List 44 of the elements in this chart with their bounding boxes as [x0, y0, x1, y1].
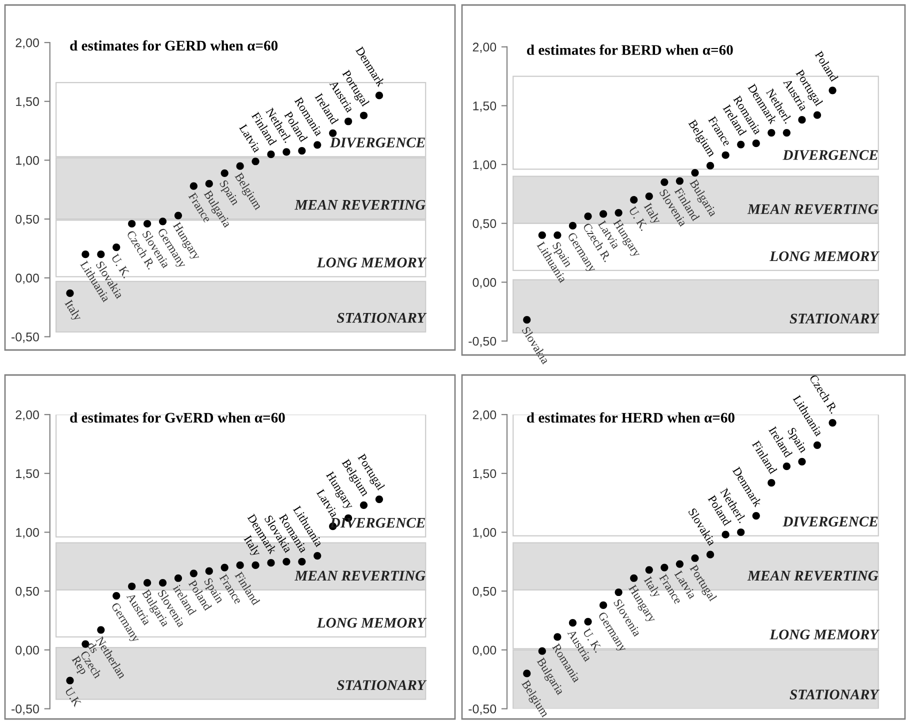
band-label: DIVERGENCE — [782, 150, 878, 160]
y-tick-label: 2,00 — [472, 410, 496, 421]
band-label: STATIONARY — [790, 314, 880, 324]
y-tick-label: -0,50 — [468, 336, 496, 348]
y-tick-label: 0,00 — [16, 274, 39, 284]
y-tick-label: 0,00 — [16, 646, 39, 656]
band-label: MEAN REVERTING — [294, 200, 426, 210]
band-label: DIVERGENCE — [330, 138, 425, 148]
y-tick-label: 2,00 — [472, 42, 496, 53]
y-tick-label: 1,00 — [473, 160, 496, 171]
band-label: MEAN REVERTING — [747, 204, 878, 214]
band-label: DIVERGENCE — [782, 516, 878, 527]
y-tick-label: -0,50 — [12, 704, 39, 715]
category-label: Italy — [64, 299, 80, 323]
band-label: LONG MEMORY — [316, 258, 427, 268]
band-label: STATIONARY — [790, 690, 880, 700]
y-tick-label: -0,50 — [12, 332, 39, 343]
y-tick-label: 0,50 — [472, 586, 496, 598]
band-label: STATIONARY — [336, 312, 427, 323]
y-tick-label: 1,50 — [16, 97, 39, 108]
chart-title: d estimates for HERD when α=60 — [527, 412, 734, 423]
band-label: LONG MEMORY — [770, 251, 880, 262]
y-tick-label: 1,50 — [16, 469, 39, 480]
y-tick-label: 1,50 — [473, 469, 496, 480]
y-tick-label: 0,50 — [16, 586, 39, 598]
y-tick-label: 0,00 — [472, 278, 496, 288]
band-label: LONG MEMORY — [770, 630, 880, 640]
y-tick-label: 1,00 — [473, 528, 496, 538]
y-tick-label: 0,50 — [472, 219, 496, 230]
y-tick-label: 1,00 — [16, 528, 39, 538]
y-tick-label: 0,00 — [472, 646, 496, 656]
y-tick-label: 0,50 — [16, 214, 39, 226]
chart-title: d estimates for BERD when α=60 — [527, 44, 733, 55]
chart-title: d estimates for GvERD when α=60 — [70, 412, 285, 423]
band-label: STATIONARY — [336, 680, 427, 690]
band-label: MEAN REVERTING — [747, 570, 878, 581]
chart-title: d estimates for GERD when α=60 — [70, 40, 278, 51]
y-tick-label: -0,50 — [468, 704, 496, 715]
y-tick-label: 2,00 — [16, 410, 39, 421]
y-tick-label: 2,00 — [16, 38, 39, 49]
y-tick-label: 1,50 — [473, 102, 496, 112]
y-tick-label: 1,00 — [16, 156, 39, 166]
band-label: MEAN REVERTING — [294, 570, 426, 581]
band-label: LONG MEMORY — [316, 618, 427, 628]
